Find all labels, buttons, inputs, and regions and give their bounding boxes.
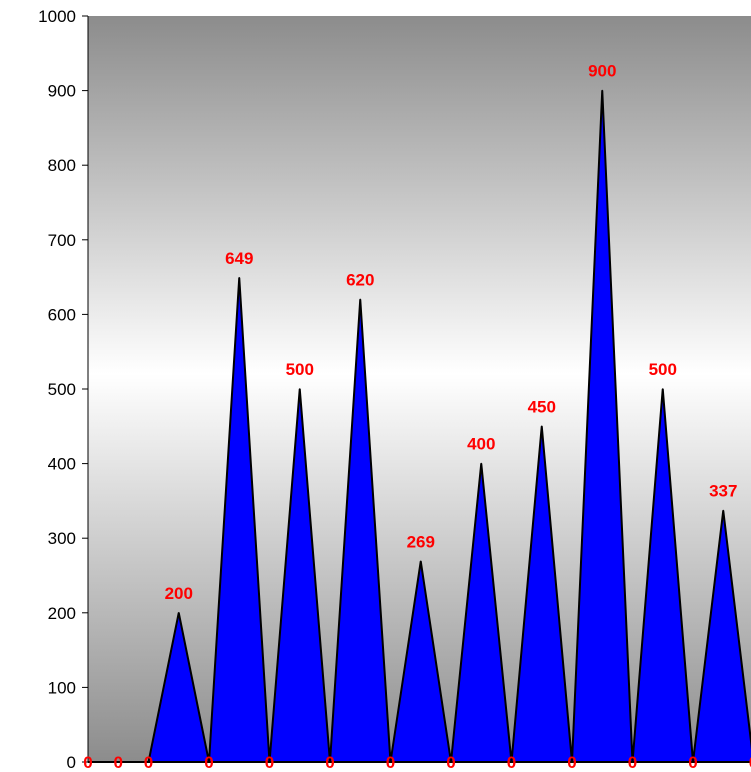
y-tick-label: 0 [67,753,76,772]
data-label: 500 [286,360,314,379]
data-label: 0 [386,753,395,772]
data-label: 0 [567,753,576,772]
y-tick-label: 300 [48,529,76,548]
data-label: 450 [528,397,556,416]
data-point [601,89,604,92]
data-label: 400 [467,435,495,454]
y-tick-label: 1000 [38,7,76,26]
y-tick-label: 100 [48,678,76,697]
data-label: 500 [649,360,677,379]
data-point [661,388,664,390]
y-tick-label: 200 [48,604,76,623]
data-point [419,560,422,563]
data-label: 0 [114,753,123,772]
data-label: 620 [346,270,374,289]
y-tick-label: 800 [48,156,76,175]
y-tick-label: 500 [48,380,76,399]
data-label: 900 [588,62,616,81]
data-label: 0 [688,753,697,772]
data-label: 200 [165,584,193,603]
data-point [480,462,483,465]
y-tick-labels: 0 100 200 300 400 500 600 700 800 900 1000 [38,7,88,772]
data-point [722,509,725,512]
data-label: 0 [83,753,92,772]
data-point [540,425,543,428]
data-label: 269 [407,532,435,551]
data-label: 649 [225,249,253,268]
data-point [177,612,180,614]
data-label: 0 [507,753,516,772]
data-label: 0 [144,753,153,772]
data-label: 0 [204,753,213,772]
y-tick-label: 900 [48,82,76,101]
area-fill [88,90,751,763]
data-label: 0 [749,753,751,772]
data-label: 337 [709,482,737,501]
data-point [238,277,241,279]
data-point [359,298,362,301]
y-tick-label: 700 [48,231,76,250]
data-point [298,388,301,390]
y-tick-label: 600 [48,305,76,324]
data-label: 0 [628,753,637,772]
data-label: 0 [265,753,274,772]
data-label: 0 [325,753,334,772]
data-label: 0 [446,753,455,772]
y-tick-label: 400 [48,455,76,474]
data-labels: 0 0 0 200 0 649 0 500 0 620 0 269 0 400 0 450 0 900 0 500 0 3… [83,62,751,772]
